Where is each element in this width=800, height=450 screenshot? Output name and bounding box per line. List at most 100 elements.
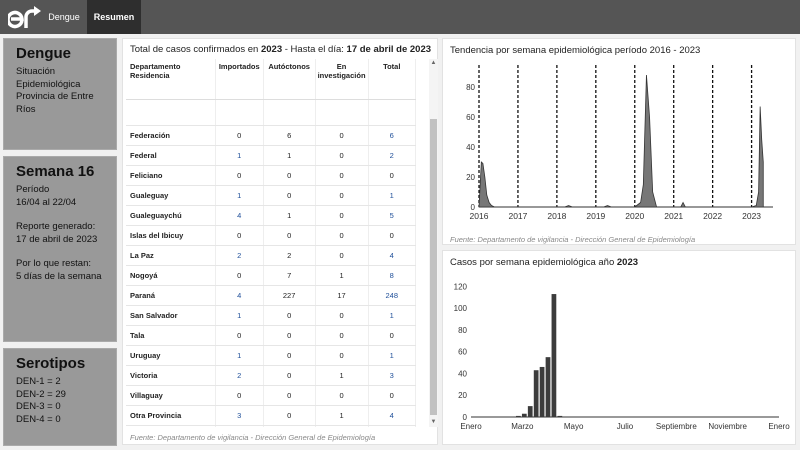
- dengue-card: Dengue Situación Epidemiológica Provinci…: [3, 38, 117, 150]
- cell-importados: 1: [215, 345, 264, 366]
- cell-en-investigacion: 1: [315, 405, 369, 426]
- cell-en-investigacion: 0: [315, 165, 369, 186]
- serotipo-item: DEN-4 = 0: [16, 413, 61, 425]
- reporte-label: Reporte generado:: [16, 221, 96, 232]
- x-tick-label: 2020: [625, 211, 644, 221]
- cell-total: 0: [368, 325, 417, 346]
- table-row[interactable]: Federación 0 6 0 6: [126, 125, 417, 146]
- tab-resumen[interactable]: Resumen: [87, 0, 141, 34]
- restan-value: 5 días de la semana: [16, 270, 102, 282]
- cell-departamento: La Paz: [126, 245, 216, 266]
- cell-en-investigacion: 1: [315, 365, 369, 386]
- scroll-up-arrow-icon[interactable]: ▲: [430, 60, 437, 66]
- x-tick-label: Julio: [617, 422, 634, 431]
- x-tick-label: 2016: [470, 211, 489, 221]
- table-source-note: Fuente: Departamento de vigilancia - Dir…: [130, 433, 376, 442]
- cell-departamento: Nogoyá: [126, 265, 216, 286]
- header-en-investigacion[interactable]: En investigación: [315, 59, 369, 100]
- table-row[interactable]: Nogoyá 0 7 1 8: [126, 265, 417, 286]
- cell-importados: 2: [215, 245, 264, 266]
- serotipo-item: DEN-1 = 2: [16, 376, 61, 387]
- cell-autoctonos: 6: [263, 125, 316, 146]
- cell-departamento: San Salvador: [126, 305, 216, 326]
- cell-importados: 24: [215, 425, 264, 427]
- cell-total: 0: [368, 385, 417, 406]
- periodo-value: 16/04 al 22/04: [16, 196, 77, 208]
- cell-en-investigacion: 0: [315, 305, 369, 326]
- tab-dengue[interactable]: Dengue: [48, 12, 80, 22]
- header-total[interactable]: Total: [368, 59, 417, 100]
- table-row[interactable]: Villaguay 0 0 0 0: [126, 385, 417, 406]
- cell-autoctonos: 2: [263, 245, 316, 266]
- cell-departamento: Victoria: [126, 365, 216, 386]
- cell-total: 4: [368, 405, 417, 426]
- cell-departamento: Islas del Ibicuy: [126, 225, 216, 246]
- semana-title: Semana 16: [16, 163, 95, 180]
- table-title: Total de casos confirmados en 2023 - Has…: [130, 44, 431, 55]
- week-bar: [545, 357, 551, 417]
- cases-table-panel: Total de casos confirmados en 2023 - Has…: [122, 38, 438, 445]
- trend-chart: 0 20 40 60 80 2016 2017 2018 2019 2020 2021 2022 202…: [466, 65, 773, 221]
- header-departamento[interactable]: Departamento Residencia: [126, 59, 216, 100]
- cell-autoctonos: 0: [263, 325, 316, 346]
- cell-en-investigacion: 0: [315, 205, 369, 226]
- x-tick-label: 2017: [508, 211, 527, 221]
- table-scroll-area[interactable]: Departamento Residencia Importados Autóc…: [126, 59, 428, 427]
- cell-importados: 4: [215, 205, 264, 226]
- cell-importados: 0: [215, 165, 264, 186]
- top-navbar: Dengue Resumen: [0, 0, 800, 34]
- table-row[interactable]: Tala 0 0 0 0: [126, 325, 417, 346]
- table-row[interactable]: Gualeguaychú 4 1 0 5: [126, 205, 417, 226]
- table-row[interactable]: Entre Ríos2424622292: [126, 425, 417, 427]
- table-row[interactable]: Federal 1 1 0 2: [126, 145, 417, 166]
- table-row[interactable]: La Paz 2 2 0 4: [126, 245, 417, 266]
- table-row[interactable]: Gualeguay 1 0 0 1: [126, 185, 417, 206]
- table-row[interactable]: Islas del Ibicuy 0 0 0 0: [126, 225, 417, 246]
- y-tick-label: 60: [458, 348, 467, 357]
- table-title-date: 17 de abril de 2023: [346, 44, 432, 55]
- cell-total: 248: [368, 285, 417, 306]
- table-row[interactable]: Otra Provincia 3 0 1 4: [126, 405, 417, 426]
- cell-total: 0: [368, 165, 417, 186]
- cell-importados: 0: [215, 325, 264, 346]
- scroll-down-arrow-icon[interactable]: ▼: [430, 419, 437, 425]
- cell-importados: 2: [215, 365, 264, 386]
- y-tick-label: 100: [454, 304, 468, 313]
- cell-en-investigacion: 0: [315, 385, 369, 406]
- cases-area-series: [478, 74, 764, 208]
- x-tick-label: Enero: [460, 422, 482, 431]
- cell-departamento: Federación: [126, 125, 216, 146]
- serotipos-title: Serotipos: [16, 355, 86, 372]
- cell-total: 2: [368, 145, 417, 166]
- dengue-title: Dengue: [16, 45, 72, 62]
- dengue-subtitle-line: Epidemiológica: [16, 78, 81, 90]
- table-row[interactable]: Victoria 2 0 1 3: [126, 365, 417, 386]
- cell-departamento: Gualeguaychú: [126, 205, 216, 226]
- table-row[interactable]: San Salvador 1 0 0 1: [126, 305, 417, 326]
- cell-importados: 0: [215, 385, 264, 406]
- scrollbar-thumb[interactable]: [430, 119, 437, 415]
- table-row[interactable]: Feliciano 0 0 0 0: [126, 165, 417, 186]
- table-row[interactable]: Uruguay 1 0 0 1: [126, 345, 417, 366]
- cell-total: 6: [368, 125, 417, 146]
- er-logo-icon[interactable]: [8, 4, 42, 30]
- header-importados[interactable]: Importados: [215, 59, 264, 100]
- cell-total: 1: [368, 345, 417, 366]
- table-row[interactable]: Paraná 4 227 17 248: [126, 285, 417, 306]
- y-tick-label: 20: [458, 391, 467, 400]
- cell-en-investigacion: 17: [315, 285, 369, 306]
- header-autoctonos[interactable]: Autóctonos: [263, 59, 316, 100]
- cell-en-investigacion: 0: [315, 125, 369, 146]
- cell-en-investigacion: 22: [315, 425, 369, 427]
- cell-autoctonos: 0: [263, 185, 316, 206]
- cell-autoctonos: 0: [263, 305, 316, 326]
- week-bar: [533, 370, 539, 417]
- cell-en-investigacion: 0: [315, 345, 369, 366]
- week-bar: [539, 366, 545, 417]
- table-scrollbar[interactable]: ▲ ▼: [429, 59, 438, 427]
- weekly-title-prefix: Casos por semana epidemiológica año: [450, 257, 617, 268]
- week-bar: [527, 406, 533, 417]
- table-header-row: Departamento Residencia Importados Autóc…: [126, 59, 417, 100]
- weekly-chart-panel: Casos por semana epidemiológica año 2023…: [442, 250, 796, 445]
- cell-autoctonos: 0: [263, 405, 316, 426]
